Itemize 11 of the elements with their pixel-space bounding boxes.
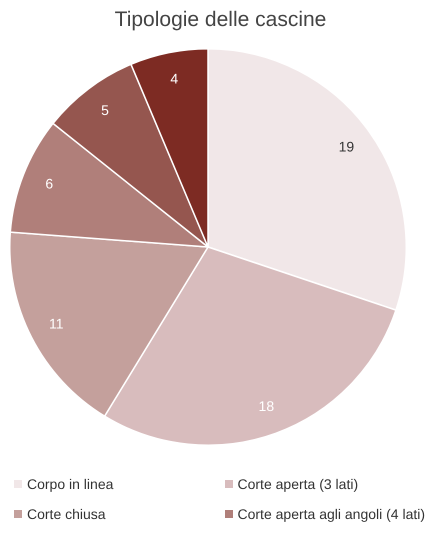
- data-label: 4: [170, 70, 178, 87]
- data-label: 19: [338, 138, 354, 154]
- data-label: 6: [45, 176, 54, 192]
- data-label: 5: [101, 102, 110, 118]
- legend-label: Corpo in linea: [27, 476, 114, 492]
- legend-label: Corte aperta agli angoli (4 lati): [238, 506, 426, 522]
- chart-title: Tipologie delle cascine: [114, 8, 328, 33]
- legend-label: Corte aperta (3 lati): [238, 476, 358, 492]
- data-label: 18: [258, 398, 274, 414]
- legend-label: Corte chiusa: [27, 506, 106, 522]
- data-label: 11: [49, 316, 64, 332]
